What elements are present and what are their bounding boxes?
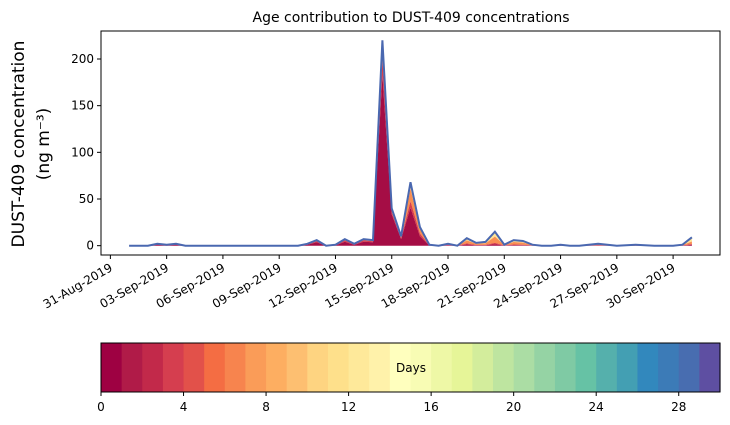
colorbar-segment [389, 343, 412, 392]
y-tick-label: 50 [79, 192, 94, 206]
colorbar-segment [616, 343, 639, 392]
y-tick-label: 100 [71, 145, 94, 159]
colorbar-segment [493, 343, 515, 392]
colorbar-segment [224, 343, 247, 392]
colorbar-segment [307, 343, 329, 392]
y-axis-ticks: 0 50 100 150 200 [71, 52, 101, 253]
colorbar-segment [183, 343, 205, 392]
colorbar-segment [142, 343, 164, 392]
colorbar-ticks: 0 4 8 12 16 20 24 28 [97, 392, 686, 414]
colorbar-segment [369, 343, 391, 392]
colorbar-segment [534, 343, 556, 392]
colorbar-tick-label: 12 [341, 400, 356, 414]
total-concentration-line [129, 40, 693, 247]
colorbar-segment [162, 343, 185, 392]
colorbar-segment [596, 343, 618, 392]
colorbar-tick-label: 4 [180, 400, 188, 414]
y-tick-label: 150 [71, 99, 94, 113]
colorbar-segment [451, 343, 473, 392]
x-axis-ticks: 31-Aug-201903-Sep-201906-Sep-201909-Sep-… [41, 255, 678, 311]
colorbar-segment [472, 343, 494, 392]
plot-frame [100, 30, 721, 256]
colorbar-segment [327, 343, 350, 392]
y-tick-label: 0 [86, 239, 94, 253]
colorbar-segment [245, 343, 267, 392]
colorbar-segment [554, 343, 577, 392]
chart-title: Age contribution to DUST-409 concentrati… [253, 10, 570, 26]
colorbar-tick-label: 8 [262, 400, 270, 414]
y-axis-label-line1: DUST-409 concentration [9, 41, 29, 248]
colorbar-tick-label: 20 [506, 400, 521, 414]
colorbar-label: Days [396, 361, 426, 375]
colorbar-segment [637, 343, 659, 392]
colorbar-tick-label: 28 [671, 400, 686, 414]
colorbar-segment [121, 343, 143, 392]
colorbar-segment [266, 343, 288, 392]
colorbar-segment [101, 343, 123, 392]
colorbar-segment [699, 343, 721, 392]
y-tick-label: 200 [71, 52, 94, 66]
colorbar-segment [513, 343, 535, 392]
colorbar-segment [431, 343, 453, 392]
colorbar-segment [286, 343, 308, 392]
colorbar-frame [100, 342, 721, 393]
area-layer-dark-red [129, 75, 692, 246]
colorbar-segment [204, 343, 226, 392]
colorbar-tick-label: 0 [97, 400, 105, 414]
colorbar [101, 343, 721, 392]
y-axis-label: DUST-409 concentration (ng m⁻³) [9, 41, 54, 248]
colorbar-segment [658, 343, 680, 392]
colorbar-segment [678, 343, 700, 392]
colorbar-segment [348, 343, 370, 392]
y-axis-label-line2: (ng m⁻³) [34, 108, 54, 181]
colorbar-tick-label: 16 [423, 400, 438, 414]
area-layers [129, 40, 692, 246]
colorbar-tick-label: 24 [589, 400, 604, 414]
colorbar-segment [410, 343, 432, 392]
colorbar-segment [575, 343, 597, 392]
